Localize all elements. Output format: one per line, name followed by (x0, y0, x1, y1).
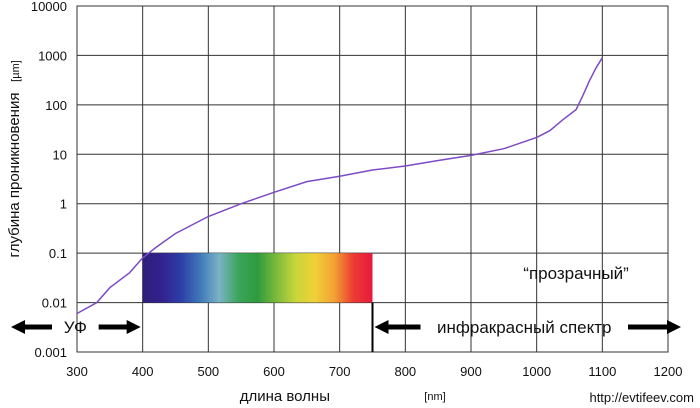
ir-arrow-right-head (667, 320, 681, 334)
uv-arrow-right-head (126, 320, 141, 334)
x-axis-ticks: 300 400 500 600 700 800 900 1000 1100 1200 (66, 364, 682, 379)
x-tick-label: 700 (329, 364, 351, 379)
uv-arrow-left-head (11, 320, 25, 334)
region-arrows (11, 320, 681, 334)
x-tick-label: 1100 (588, 364, 616, 379)
x-axis-label: длина волны (240, 388, 330, 405)
y-axis-label: глубина проникновения (6, 93, 23, 258)
y-tick-label: 10000 (31, 0, 67, 14)
transparent-label: “прозрачный” (523, 264, 629, 283)
x-tick-label: 1000 (522, 364, 551, 379)
x-tick-label: 600 (263, 364, 285, 379)
y-tick-label: 1000 (38, 48, 67, 63)
visible-spectrum-bar (142, 253, 373, 303)
ir-arrow-left-head (374, 320, 389, 334)
uv-label: УФ (64, 318, 87, 337)
watermark: http://evtifeev.com (589, 390, 694, 405)
x-tick-label: 500 (197, 364, 219, 379)
y-tick-label: 0.1 (49, 246, 67, 261)
x-tick-label: 800 (394, 364, 416, 379)
x-tick-label: 900 (460, 364, 482, 379)
y-tick-label: 0.001 (34, 345, 67, 360)
y-tick-label: 0.01 (42, 296, 67, 311)
series-line (76, 57, 603, 315)
y-tick-label: 100 (45, 98, 67, 113)
x-axis-unit: [nm] (424, 391, 445, 403)
x-tick-label: 400 (132, 364, 154, 379)
y-axis-title: глубина проникновения [µm] (6, 60, 23, 257)
x-tick-label: 1200 (654, 364, 683, 379)
x-tick-label: 300 (66, 364, 88, 379)
y-axis-ticks: 0.001 0.01 0.1 1 10 100 1000 10000 (31, 0, 67, 360)
y-tick-label: 10 (53, 147, 67, 162)
infrared-label: инфракрасный спектр (437, 318, 611, 337)
y-tick-label: 1 (60, 197, 67, 212)
x-axis-title: длина волны [nm] (240, 388, 446, 405)
y-axis-unit: [µm] (10, 60, 22, 82)
